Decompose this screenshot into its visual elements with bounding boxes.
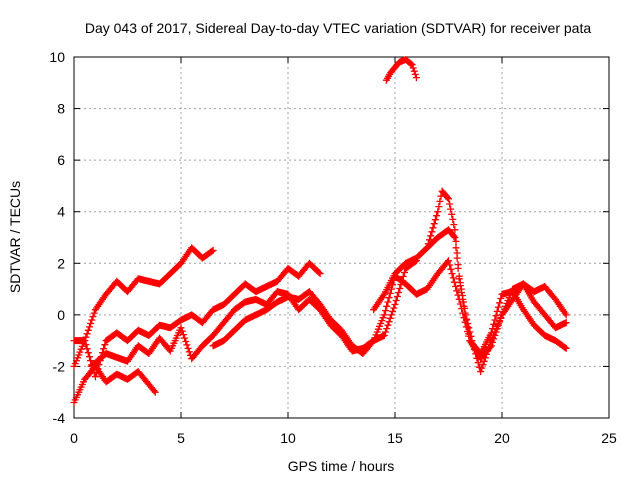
y-tick-label: 2 <box>57 255 65 271</box>
series-track-5 <box>209 257 570 357</box>
x-tick-label: 25 <box>601 430 617 446</box>
y-tick-label: 8 <box>57 101 65 117</box>
data-marks <box>70 56 570 406</box>
plus-markers <box>423 187 570 376</box>
y-tick-label: 10 <box>49 49 65 65</box>
plus-markers <box>382 56 420 84</box>
x-tick-label: 15 <box>387 430 403 446</box>
x-tick-label: 0 <box>70 430 78 446</box>
y-tick-label: 4 <box>57 204 65 220</box>
y-axis-label: SDTVAR / TECUs <box>7 181 23 293</box>
plot-frame <box>73 56 610 419</box>
series-track-7 <box>423 187 570 376</box>
plus-markers <box>209 257 570 357</box>
series-track-2 <box>70 362 159 406</box>
series-track-6 <box>370 226 570 363</box>
x-tick-label: 10 <box>280 430 296 446</box>
y-tick-label: 0 <box>57 307 65 323</box>
chart-title: Day 043 of 2017, Sidereal Day-to-day VTE… <box>85 20 592 36</box>
x-axis-label: GPS time / hours <box>288 458 395 474</box>
plus-markers <box>70 362 159 406</box>
series-track-8 <box>382 56 420 84</box>
series-track-1 <box>70 244 217 370</box>
y-tick-label: -4 <box>53 410 66 426</box>
y-tick-label: -2 <box>53 358 66 374</box>
plus-markers <box>70 259 324 381</box>
grid <box>74 57 609 418</box>
x-tick-label: 20 <box>494 430 510 446</box>
plus-markers <box>370 226 570 363</box>
y-tick-label: 6 <box>57 152 65 168</box>
plus-markers <box>70 244 217 370</box>
series-track-3 <box>70 259 324 381</box>
x-tick-label: 5 <box>177 430 185 446</box>
